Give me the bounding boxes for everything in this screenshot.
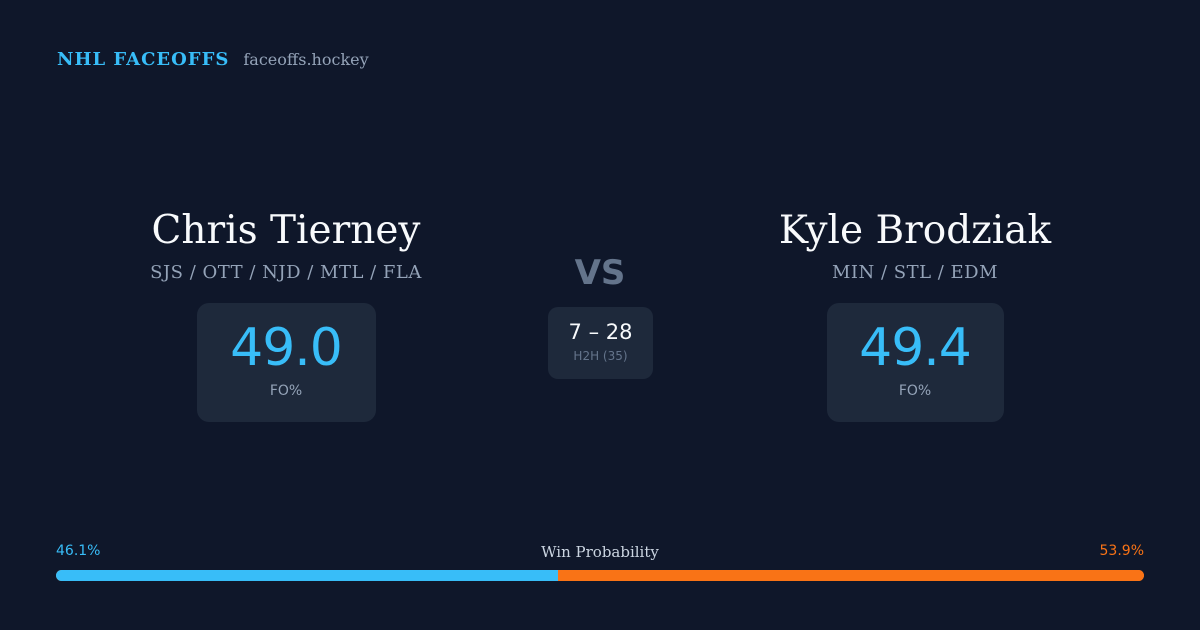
win-probability-left: 46.1% (56, 543, 101, 559)
h2h-label: H2H (35) (573, 349, 628, 363)
player-left-fo-label: FO% (269, 383, 303, 399)
player-right-fo-value: 49.4 (859, 318, 972, 378)
site-domain[interactable]: faceoffs.hockey (243, 50, 369, 69)
head-to-head-card: 7 – 28 H2H (35) (548, 307, 653, 379)
player-left-fo-value: 49.0 (230, 318, 343, 378)
player-right-teams: MIN / STL / EDM (831, 262, 999, 283)
player-right-name[interactable]: Kyle Brodziak (778, 208, 1052, 253)
win-probability-bar-right (557, 570, 1144, 581)
vs-label: VS (574, 253, 626, 293)
brand-header: NHL FACEOFFS faceoffs.hockey (57, 49, 369, 70)
win-probability-labels: 46.1% Win Probability 53.9% (56, 543, 1144, 563)
player-left-name[interactable]: Chris Tierney (151, 208, 421, 253)
player-left-teams: SJS / OTT / NJD / MTL / FLA (150, 262, 422, 283)
site-title[interactable]: NHL FACEOFFS (57, 49, 230, 70)
player-right: Kyle Brodziak MIN / STL / EDM 49.4 FO% (705, 205, 1125, 422)
player-right-fo-label: FO% (898, 383, 932, 399)
player-left: Chris Tierney SJS / OTT / NJD / MTL / FL… (76, 205, 496, 422)
win-probability-bar (56, 570, 1144, 581)
player-right-fo-card: 49.4 FO% (826, 303, 1004, 422)
win-probability-bar-left (56, 570, 558, 581)
win-probability-right: 53.9% (1099, 543, 1144, 559)
player-left-fo-card: 49.0 FO% (196, 303, 376, 422)
h2h-score: 7 – 28 (568, 320, 633, 344)
win-probability-title: Win Probability (541, 543, 659, 561)
